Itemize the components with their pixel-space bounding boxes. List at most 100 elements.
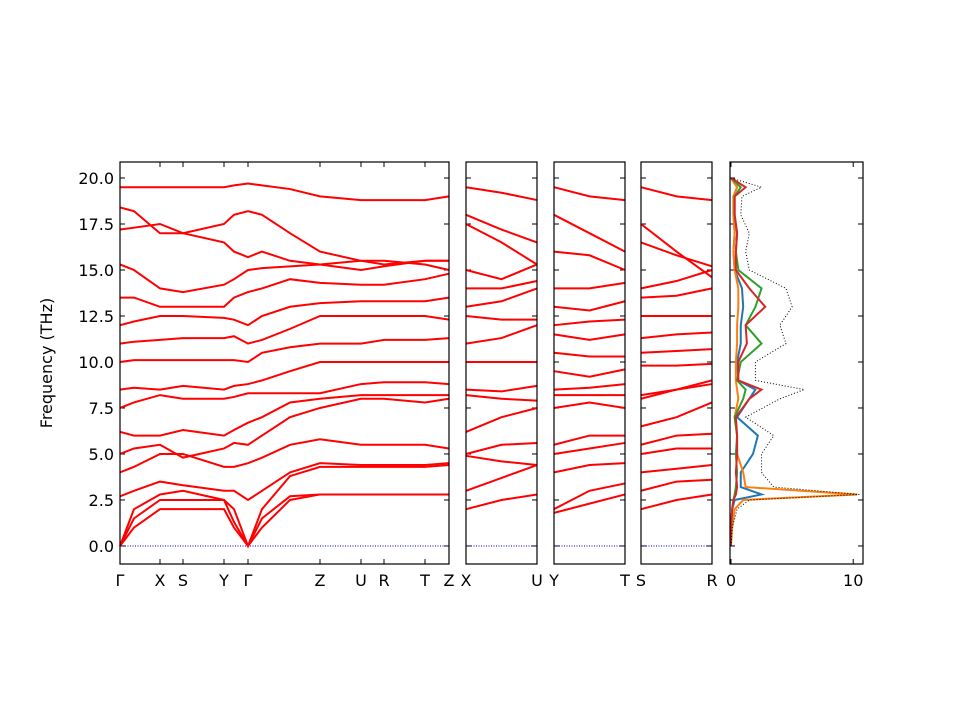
band-line bbox=[640, 401, 713, 428]
x-tick-label: Y bbox=[218, 571, 229, 590]
band-line bbox=[119, 464, 450, 549]
y-tick-label: 17.5 bbox=[78, 215, 114, 234]
band-line bbox=[465, 287, 538, 308]
x-tick-label: Z bbox=[444, 571, 455, 590]
band-line bbox=[119, 462, 450, 502]
band-line bbox=[119, 381, 450, 409]
band-line bbox=[465, 384, 538, 393]
band-line bbox=[640, 287, 713, 299]
band-line bbox=[553, 186, 626, 202]
panel-frame bbox=[465, 161, 538, 565]
band-line bbox=[640, 432, 713, 446]
panel-frame bbox=[729, 161, 864, 565]
x-tick-label: R bbox=[706, 571, 717, 590]
band-line bbox=[641, 362, 713, 367]
band-line bbox=[119, 206, 449, 266]
band-line bbox=[465, 407, 538, 433]
band-line bbox=[119, 438, 450, 474]
band-line bbox=[640, 379, 713, 397]
x-tick-label: Γ bbox=[116, 571, 125, 590]
band-line bbox=[553, 434, 625, 446]
y-tick-label: 10.0 bbox=[78, 353, 114, 372]
band-line bbox=[640, 186, 713, 202]
band-line bbox=[119, 394, 449, 437]
band-line bbox=[553, 368, 626, 378]
band-line bbox=[465, 464, 538, 492]
band-line bbox=[465, 223, 538, 266]
y-axis-title: Frequency (THz) bbox=[37, 298, 56, 428]
y-tick-label: 2.5 bbox=[89, 491, 114, 510]
band-line bbox=[465, 263, 538, 281]
band-line bbox=[119, 493, 449, 549]
band-line bbox=[119, 259, 449, 294]
x-tick-label: Y bbox=[548, 571, 559, 590]
panel-frame bbox=[640, 161, 713, 565]
x-tick-label: U bbox=[355, 571, 367, 590]
band-line bbox=[119, 296, 450, 327]
y-tick-label: 0.0 bbox=[89, 537, 114, 556]
y-tick-label: 20.0 bbox=[78, 169, 114, 188]
band-line bbox=[640, 447, 712, 455]
band-line bbox=[466, 280, 538, 290]
band-line bbox=[553, 441, 626, 455]
band-line bbox=[553, 250, 626, 271]
band-line bbox=[640, 493, 713, 511]
band-line bbox=[119, 493, 449, 548]
x-tick-label: X bbox=[461, 571, 472, 590]
band-line bbox=[553, 213, 626, 253]
panel-frame bbox=[553, 161, 626, 565]
band-line bbox=[640, 331, 713, 340]
dos-line bbox=[729, 177, 767, 546]
band-line bbox=[553, 300, 626, 312]
band-line bbox=[640, 269, 713, 290]
band-line bbox=[553, 482, 626, 511]
band-line bbox=[119, 222, 450, 271]
band-line bbox=[553, 383, 626, 391]
x-tick-label: 0 bbox=[726, 571, 736, 590]
band-line bbox=[119, 360, 449, 391]
band-line bbox=[465, 324, 538, 345]
band-line bbox=[465, 186, 538, 202]
y-tick-label: 15.0 bbox=[78, 261, 114, 280]
band-line bbox=[640, 383, 713, 400]
band-line bbox=[465, 454, 538, 467]
x-tick-label: T bbox=[619, 571, 630, 590]
band-line bbox=[553, 401, 626, 409]
band-line bbox=[120, 182, 450, 202]
band-line bbox=[640, 464, 713, 474]
band-line bbox=[554, 281, 626, 290]
y-tick-label: 7.5 bbox=[89, 399, 114, 418]
band-line bbox=[119, 314, 450, 345]
x-tick-label: X bbox=[155, 571, 166, 590]
dos-line bbox=[730, 177, 860, 547]
band-line bbox=[553, 318, 626, 327]
x-tick-label: S bbox=[178, 571, 188, 590]
band-line bbox=[553, 462, 626, 474]
x-tick-label: S bbox=[636, 571, 646, 590]
band-line bbox=[465, 493, 538, 511]
band-line bbox=[640, 348, 713, 354]
band-line bbox=[465, 394, 538, 402]
y-tick-label: 5.0 bbox=[89, 445, 114, 464]
x-tick-label: Γ bbox=[244, 571, 253, 590]
x-tick-label: R bbox=[378, 571, 389, 590]
band-line bbox=[119, 397, 450, 459]
x-tick-label: T bbox=[419, 571, 430, 590]
band-line bbox=[640, 223, 713, 279]
band-line bbox=[119, 337, 450, 364]
x-tick-label: Z bbox=[315, 571, 326, 590]
band-line bbox=[553, 351, 625, 358]
band-line bbox=[465, 213, 538, 244]
y-tick-label: 12.5 bbox=[78, 307, 114, 326]
band-line bbox=[553, 333, 626, 341]
band-line bbox=[640, 241, 713, 268]
band-line bbox=[465, 314, 537, 321]
band-line bbox=[465, 441, 538, 455]
band-line bbox=[553, 493, 626, 514]
x-tick-label: 10 bbox=[843, 571, 863, 590]
x-tick-label: U bbox=[531, 571, 543, 590]
band-line bbox=[640, 478, 713, 492]
panel-frame bbox=[119, 161, 450, 565]
band-line bbox=[120, 272, 450, 308]
